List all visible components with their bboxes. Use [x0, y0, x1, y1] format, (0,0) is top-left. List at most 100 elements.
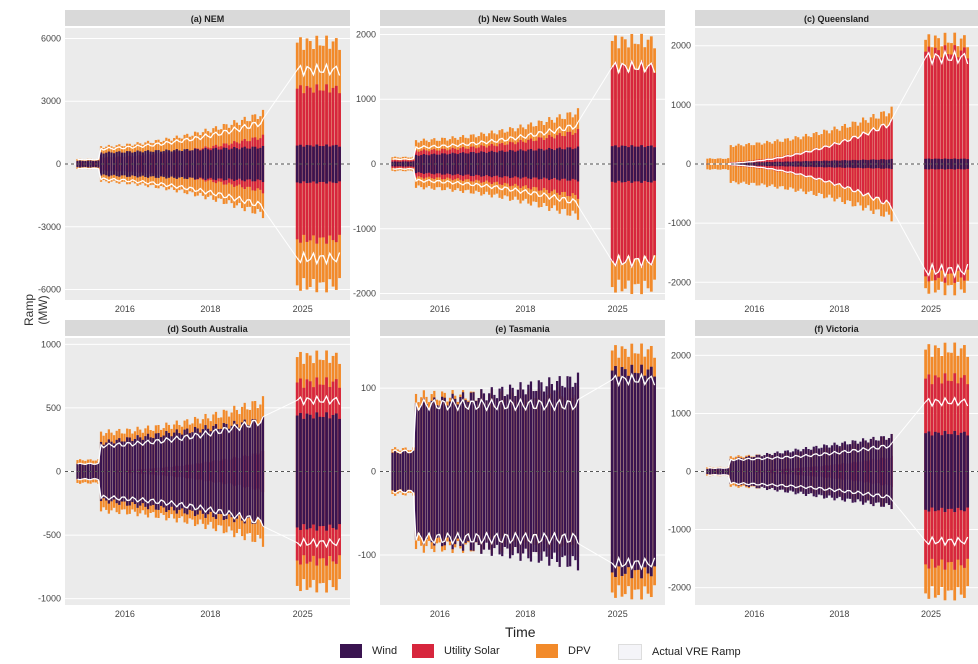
bar-wind: [199, 150, 202, 178]
bar-wind: [331, 414, 335, 529]
bar-wind: [817, 448, 821, 495]
bar-wind: [927, 431, 931, 512]
bar-wind: [115, 151, 118, 177]
bar-wind: [729, 459, 732, 484]
actual-vre-ramp-line: [707, 119, 893, 165]
panel-title: (d) South Australia: [167, 324, 248, 334]
bar-wind: [495, 152, 499, 176]
bar-wind: [771, 162, 774, 166]
x-tick-label: 2018: [515, 609, 535, 619]
bar-wind: [745, 162, 748, 166]
bar-wind: [753, 457, 756, 486]
bar-wind: [240, 147, 244, 181]
actual-ramp-connector: [262, 399, 298, 418]
bar-wind: [825, 445, 828, 498]
bar-wind: [165, 149, 168, 179]
bar-wind: [514, 151, 517, 177]
bar-wind: [407, 453, 410, 490]
panel-title: (a) NEM: [191, 14, 225, 24]
bar-wind: [711, 468, 714, 475]
bar-wind: [747, 162, 751, 166]
bar-wind: [472, 392, 475, 551]
bar-wind: [885, 439, 888, 504]
bar-wind: [139, 151, 142, 177]
bar-wind: [848, 444, 852, 499]
y-tick-label: 6000: [41, 33, 61, 43]
bar-wind: [318, 146, 322, 182]
bar-wind: [302, 146, 306, 182]
bar-wind: [943, 431, 947, 512]
bar-wind: [930, 159, 934, 169]
bar-wind: [576, 146, 580, 182]
actual-vre-ramp-line: [392, 121, 579, 161]
legend-swatch-dpv: [536, 644, 558, 658]
bar-wind: [522, 389, 525, 554]
actual-ramp-connector: [262, 208, 298, 259]
bar-wind: [877, 440, 880, 503]
bar-wind: [498, 388, 501, 555]
x-tick-label: 2016: [744, 304, 764, 314]
bar-wind: [81, 463, 84, 480]
y-tick-label: -500: [43, 530, 61, 540]
panel-1: (a) NEM 6000 3000 0 -3000 -6000 2016 2018 2025: [38, 10, 350, 314]
bar-wind: [532, 391, 535, 552]
bar-wind: [859, 441, 862, 502]
bar-wind: [890, 158, 893, 170]
bar-wind: [248, 148, 252, 180]
bar-wind: [930, 435, 934, 508]
bar-wind: [799, 161, 802, 167]
bar-wind: [133, 151, 137, 177]
bar-wind: [110, 441, 113, 502]
y-tick-label: 0: [371, 467, 376, 477]
y-tick-label: -1000: [668, 525, 691, 535]
bar-wind: [318, 416, 322, 527]
bar-wind: [302, 418, 306, 525]
bar-wind: [430, 154, 433, 174]
bar-wind: [812, 446, 815, 497]
bar-wind: [843, 441, 847, 502]
panel-strip: [695, 320, 978, 336]
legend-label-utility-solar: Utility Solar: [444, 645, 500, 657]
bar-wind: [480, 389, 483, 554]
bar-wind: [729, 162, 732, 166]
bar-wind: [235, 148, 238, 180]
bar-wind: [558, 147, 561, 181]
bar-wind: [574, 382, 577, 561]
bar-wind: [217, 149, 220, 179]
actual-vre-ramp-line: [296, 62, 341, 78]
bar-wind: [653, 376, 656, 567]
y-tick-label: -100: [358, 550, 376, 560]
bar-wind: [872, 159, 875, 169]
bar-wind: [503, 396, 506, 547]
bar-wind: [193, 148, 197, 180]
actual-ramp-connector: [891, 208, 927, 271]
bar-wind: [401, 161, 405, 167]
bar-wind: [308, 414, 312, 529]
x-tick-label: 2018: [829, 304, 849, 314]
bar-wind: [201, 429, 205, 514]
bar-wind: [230, 148, 233, 180]
bar-wind: [81, 160, 84, 168]
bar-wind: [152, 438, 155, 505]
legend-label-dpv: DPV: [568, 645, 591, 657]
bar-wind: [199, 432, 202, 511]
actual-vre-ramp-line: [611, 253, 656, 269]
actual-vre-ramp-line: [392, 397, 579, 454]
actual-vre-ramp-line: [925, 535, 969, 547]
bar-wind: [261, 416, 265, 527]
panel-strip: [380, 10, 665, 26]
bar-wind: [963, 431, 966, 512]
bar-wind: [569, 376, 572, 567]
bar-wind: [295, 145, 299, 183]
bar-wind: [937, 432, 940, 511]
bar-wind: [522, 150, 525, 178]
panel-title: (f) Victoria: [814, 324, 859, 334]
panel-strip: [695, 10, 978, 26]
actual-vre-ramp-line: [925, 396, 969, 408]
bar-wind: [412, 161, 415, 167]
bar-wind: [394, 161, 397, 167]
panel-6: (f) Victoria 2000 1000 0 -1000 -2000 2016 2018 2…: [668, 320, 978, 619]
bar-wind: [259, 147, 262, 181]
bar-wind: [443, 153, 446, 175]
bar-wind: [230, 425, 233, 518]
